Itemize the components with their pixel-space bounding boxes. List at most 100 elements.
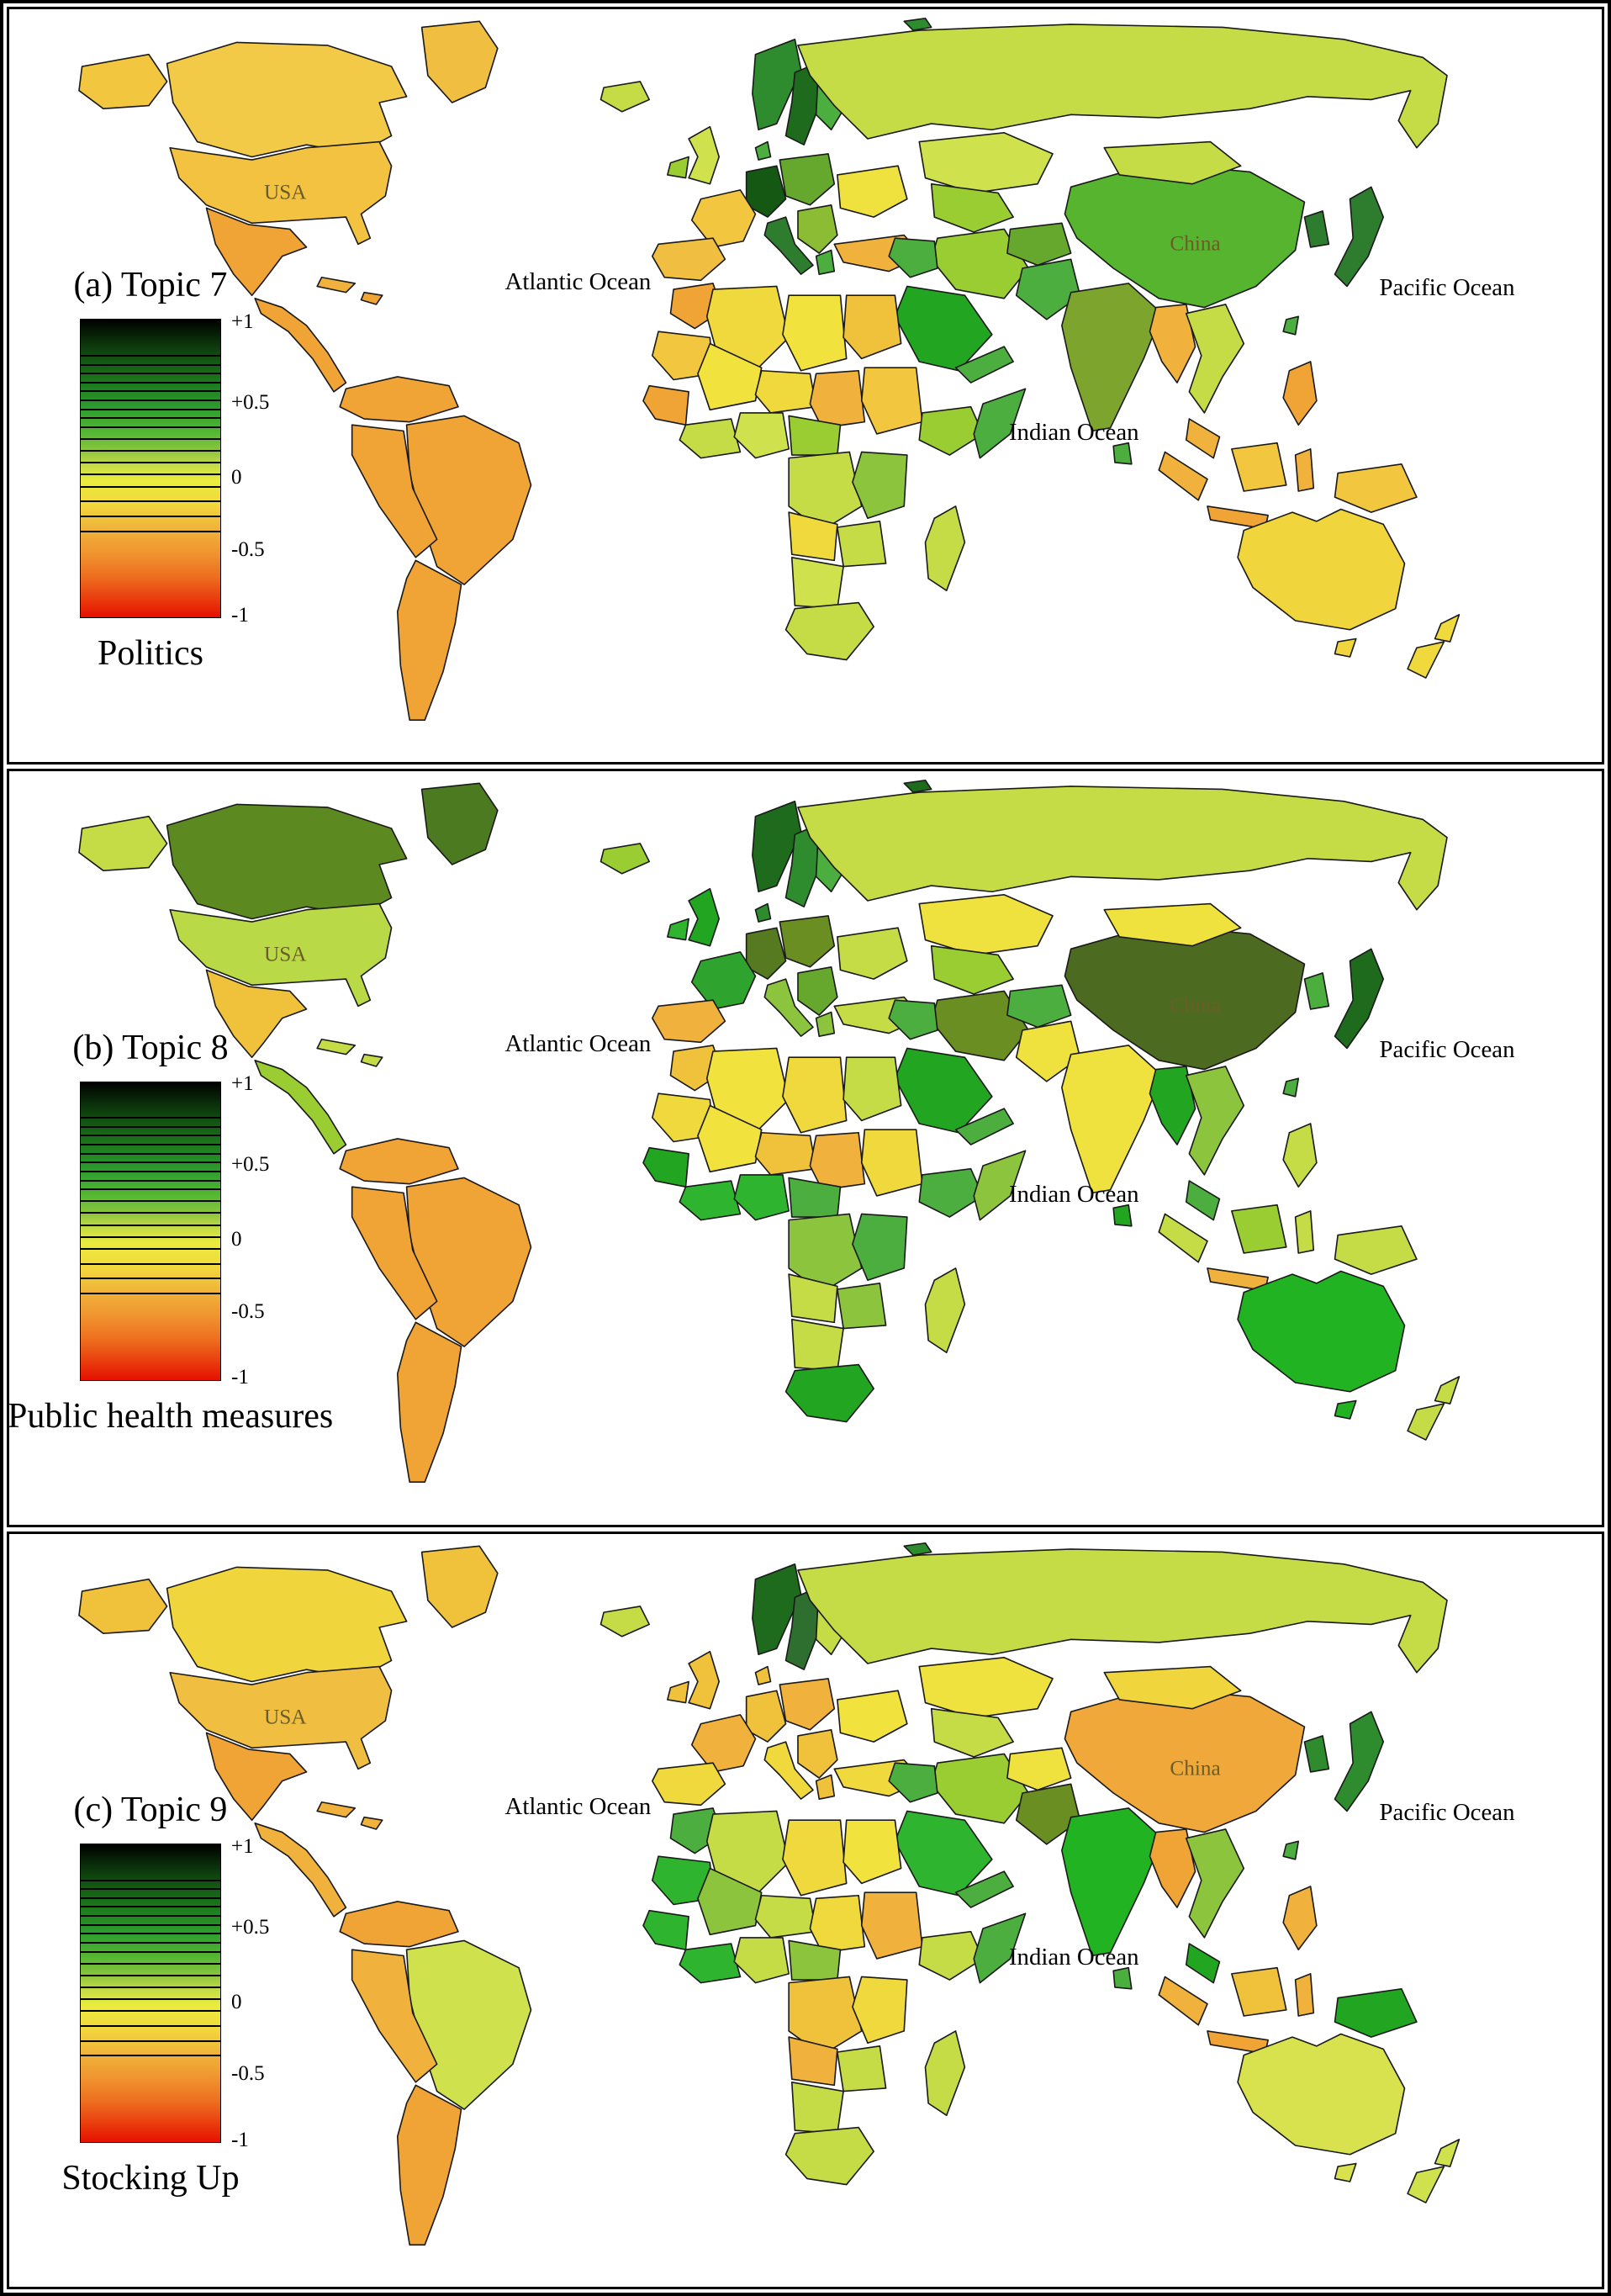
panel-title: (c) Topic 9 bbox=[73, 1791, 228, 1830]
country-madagascar bbox=[924, 2029, 966, 2116]
legend-topic-7: (a) Topic 7 +1 +0.5 0 -0.5 -1 Politics bbox=[9, 265, 379, 674]
country-drc bbox=[788, 1976, 863, 2056]
country-peru-bolivia bbox=[351, 424, 438, 558]
panel-topic-7: Atlantic Ocean Pacific Ocean Indian Ocea… bbox=[7, 7, 1604, 765]
topic-label: Stocking Up bbox=[61, 2159, 240, 2198]
country-malaysia bbox=[1185, 1942, 1221, 1984]
legend-ticks: +1 +0.5 0 -0.5 -1 bbox=[231, 310, 307, 627]
legend-tick-plus1: +1 bbox=[231, 1072, 254, 1096]
country-iraq-syria bbox=[888, 999, 938, 1040]
atlantic-ocean-label: Atlantic Ocean bbox=[505, 1793, 652, 1820]
country-italy bbox=[763, 978, 814, 1038]
country-colombia-venezuela bbox=[339, 376, 459, 423]
country-mali bbox=[697, 1867, 763, 1935]
country-iceland bbox=[600, 1605, 651, 1637]
country-south-africa bbox=[784, 2126, 874, 2186]
country-madagascar bbox=[924, 505, 966, 591]
country-drc bbox=[788, 1213, 863, 1293]
country-angola bbox=[788, 511, 838, 562]
legend-tick-minus1: -1 bbox=[231, 1366, 249, 1389]
country-peru-bolivia bbox=[351, 1949, 438, 2083]
country-iceland bbox=[600, 81, 651, 113]
country-shapes bbox=[78, 17, 1460, 721]
country-new-guinea bbox=[1334, 463, 1418, 513]
country-zambia-zimbabwe bbox=[837, 1283, 887, 1330]
country-brazil bbox=[405, 415, 532, 585]
indian-ocean-label: Indian Ocean bbox=[1009, 1182, 1139, 1209]
country-egypt bbox=[842, 1056, 902, 1122]
country-mexico bbox=[205, 207, 308, 297]
country-tasmania bbox=[1334, 1400, 1357, 1420]
world-map-svg: Atlantic Ocean Pacific Ocean Indian Ocea… bbox=[78, 780, 1515, 1484]
legend-colorbar-row: +1 +0.5 0 -0.5 -1 bbox=[80, 1835, 269, 2151]
country-tasmania bbox=[1334, 2162, 1357, 2182]
country-denmark bbox=[754, 140, 772, 161]
country-ukraine bbox=[837, 165, 908, 218]
country-niger bbox=[754, 1132, 817, 1177]
country-alaska bbox=[78, 1578, 168, 1634]
country-niger bbox=[754, 1894, 817, 1939]
country-ethiopia bbox=[918, 1930, 984, 1981]
country-mauritania bbox=[652, 1855, 714, 1905]
country-australia bbox=[1237, 508, 1406, 631]
country-greenland bbox=[420, 20, 499, 103]
country-spain bbox=[652, 1762, 726, 1806]
legend-tick-minus05: -0.5 bbox=[231, 1299, 265, 1323]
country-sumatra bbox=[1158, 451, 1208, 501]
country-mexico bbox=[205, 1732, 308, 1821]
legend-contour-lines bbox=[80, 1844, 221, 2144]
legend-tick-minus05: -0.5 bbox=[231, 537, 265, 561]
country-mongolia bbox=[1103, 140, 1242, 185]
country-russia bbox=[797, 786, 1448, 911]
indian-ocean-label: Indian Ocean bbox=[1009, 419, 1139, 446]
country-colombia-venezuela bbox=[339, 1138, 459, 1185]
country-sulawesi bbox=[1294, 1210, 1315, 1255]
country-sri-lanka bbox=[1112, 442, 1133, 465]
country-new-zealand-south bbox=[1407, 2165, 1445, 2203]
country-sri-lanka bbox=[1112, 1204, 1133, 1227]
legend-ticks: +1 +0.5 0 -0.5 -1 bbox=[231, 1072, 307, 1389]
country-russia bbox=[797, 24, 1448, 149]
country-shapes bbox=[78, 1542, 1460, 2246]
country-somalia bbox=[973, 388, 1027, 459]
country-cuba bbox=[316, 276, 357, 294]
country-new-guinea bbox=[1334, 1987, 1418, 2038]
country-mauritania bbox=[652, 1092, 714, 1143]
country-afghanistan bbox=[1006, 222, 1072, 267]
country-sudan bbox=[860, 1129, 923, 1198]
country-hispaniola bbox=[360, 1054, 383, 1068]
country-sulawesi bbox=[1294, 448, 1315, 492]
country-korea bbox=[1303, 972, 1330, 1011]
country-somalia bbox=[973, 1912, 1027, 1984]
country-angola bbox=[788, 1273, 838, 1324]
country-kenya-tanzania bbox=[852, 1976, 908, 2044]
country-balkans bbox=[797, 1728, 838, 1779]
country-niger bbox=[754, 369, 817, 414]
country-angola bbox=[788, 2035, 838, 2086]
country-balkans bbox=[797, 966, 838, 1017]
country-new-zealand-north bbox=[1434, 614, 1460, 643]
country-norway bbox=[752, 39, 802, 131]
country-ireland bbox=[667, 918, 689, 941]
country-libya bbox=[782, 294, 848, 372]
country-namibia-botswana bbox=[790, 1319, 844, 1372]
usa-map-label: USA bbox=[264, 182, 307, 204]
country-india bbox=[1061, 1807, 1163, 1956]
legend-topic-8: (b) Topic 8 +1 +0.5 0 -0.5 -1 Public hea… bbox=[9, 1028, 379, 1436]
country-myanmar bbox=[1149, 1066, 1196, 1146]
country-chad bbox=[809, 369, 866, 429]
country-borneo bbox=[1231, 442, 1287, 492]
country-mali bbox=[697, 342, 763, 411]
country-canada bbox=[166, 41, 408, 158]
country-mexico bbox=[205, 969, 308, 1059]
country-zambia-zimbabwe bbox=[837, 521, 887, 568]
country-italy bbox=[763, 216, 814, 275]
country-ukraine bbox=[837, 927, 908, 981]
pacific-ocean-label: Pacific Ocean bbox=[1379, 274, 1514, 301]
legend-tick-minus1: -1 bbox=[231, 603, 249, 627]
legend-tick-plus05: +0.5 bbox=[231, 1915, 270, 1939]
legend-tick-minus05: -0.5 bbox=[231, 2062, 265, 2086]
atlantic-ocean-label: Atlantic Ocean bbox=[505, 1030, 652, 1057]
country-madagascar bbox=[924, 1267, 966, 1354]
country-central-asia bbox=[930, 1707, 1014, 1758]
